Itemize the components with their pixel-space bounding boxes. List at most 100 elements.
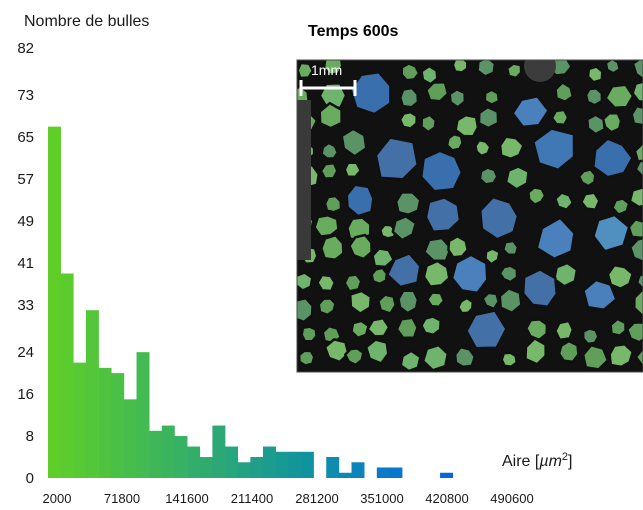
foam-cell [348,289,373,315]
foam-cell [604,60,622,75]
foam-cell [498,264,519,284]
scale-bar: 1mm [299,62,357,96]
y-tick-label: 8 [26,428,34,445]
foam-cell [379,223,397,240]
foam-cell [592,213,631,253]
foam-cell [581,343,610,371]
foam-cell [553,191,575,211]
foam-cell [377,293,397,315]
histogram-bar [48,126,61,478]
image-shadow [297,100,311,260]
histogram-bar [85,310,99,478]
histogram-bar [250,457,264,478]
foam-cell [370,266,389,286]
foam-cell [631,80,643,104]
y-tick-label: 0 [26,470,34,487]
foam-cell [398,86,420,109]
histogram-bar [98,367,112,478]
foam-cell [297,349,316,367]
histogram-bar [187,446,201,478]
scale-bar-label: 1mm [311,62,342,78]
foam-cell [397,289,420,315]
histogram-bar [288,451,302,478]
foam-cell [582,278,618,311]
foam-cell [634,347,643,368]
x-axis-title: Aire [µm2] [502,451,572,470]
foam-cell [505,62,523,80]
foam-cell [552,261,579,288]
histogram-bar [212,425,226,478]
foam-cell [634,159,643,178]
foam-cell [477,105,500,130]
y-tick-label: 41 [17,255,34,272]
histogram-bar [389,467,403,478]
foam-cell [385,252,422,289]
foam-cell [448,88,467,109]
foam-cell [371,247,395,269]
foam-cell [297,296,314,324]
foam-cell [420,113,438,134]
foam-cell [554,81,575,103]
histogram-bar [149,430,163,478]
foam-cell [580,191,601,211]
foam-cell [340,127,368,158]
foam-cell [606,263,634,290]
x-tick-label: 490600 [490,491,533,506]
foam-cell [465,309,508,350]
foam-cell [611,197,631,216]
foam-cell [632,288,643,317]
image-shadow [524,60,556,82]
foam-cell [450,253,489,295]
histogram-bar [275,451,289,478]
bars [48,126,454,478]
inset-title: Temps 600s [308,23,399,40]
foam-cell [391,215,418,242]
y-tick-label: 82 [17,40,34,57]
foam-cell [366,316,391,338]
y-tick-label: 16 [17,386,34,403]
y-tick-label: 57 [17,171,34,188]
foam-cell [420,64,439,86]
foam-cell [343,273,363,293]
histogram-bar [73,362,87,478]
foam-inset-image [296,59,643,373]
histogram-bar [161,425,175,478]
foam-cell [420,315,442,337]
foam-cell [322,60,344,76]
foam-cell [627,218,643,240]
foam-cell [478,166,499,186]
foam-cell [498,135,525,161]
y-tick-label: 73 [17,87,34,104]
histogram-bar [136,352,150,478]
histogram-bar [376,467,390,478]
foam-cell [511,95,550,129]
histogram-bar [60,273,74,478]
foam-cell [478,195,520,241]
foam-cell [343,161,362,179]
foam-cell [609,317,627,337]
x-tick-label: 141600 [165,491,208,506]
foam-cell [557,339,580,363]
y-axis-ticks: 0 8 16 24 33 41 49 57 65 73 82 [17,40,34,487]
foam-cell [451,60,469,74]
foam-cell [349,70,392,116]
foam-cell [426,291,446,308]
histogram-bar [225,446,239,478]
foam-cell [484,247,501,266]
foam-cell [476,60,497,78]
foam-cell [400,62,421,82]
y-axis-title: Nombre de bulles [24,13,149,30]
foam-cell [608,343,635,369]
foam-cell [323,194,343,214]
foam-cell [630,104,643,127]
foam-cell [316,273,337,293]
foam-cell [320,233,345,261]
foam-cell [532,127,576,172]
foam-cell [525,318,549,342]
foam-cell [350,319,370,340]
histogram-bar [111,373,125,478]
foam-cell [297,61,315,80]
foam-cell [604,83,635,109]
foam-cell [504,165,530,191]
